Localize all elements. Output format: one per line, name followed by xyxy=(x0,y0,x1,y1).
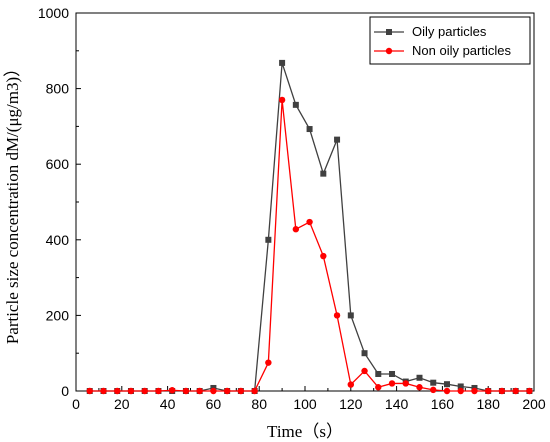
data-point-oily xyxy=(375,370,382,377)
data-point-non-oily xyxy=(498,387,506,395)
x-tick-label: 140 xyxy=(385,396,409,412)
data-point-oily xyxy=(361,350,368,357)
data-point-non-oily xyxy=(333,312,341,319)
data-point-non-oily xyxy=(388,380,396,387)
data-point-non-oily xyxy=(182,387,190,395)
x-tick-label: 40 xyxy=(160,396,176,412)
data-point-non-oily xyxy=(278,96,286,104)
data-point-non-oily xyxy=(526,387,533,395)
data-point-non-oily xyxy=(347,381,354,388)
y-axis-title: Particle size concentration dM/(μg/m3)） xyxy=(3,60,22,344)
legend: Oily particles Non oily particles xyxy=(369,16,531,65)
data-point-non-oily xyxy=(251,387,258,395)
y-tick-label: 400 xyxy=(46,232,70,248)
data-point-non-oily xyxy=(402,380,409,387)
data-point-non-oily xyxy=(141,387,148,395)
legend-entry-non-oily: Non oily particles xyxy=(374,43,511,58)
data-point-non-oily xyxy=(223,387,231,395)
data-point-non-oily xyxy=(430,386,437,394)
data-point-non-oily xyxy=(86,387,93,395)
plot-area-frame xyxy=(75,12,535,392)
legend-entry-oily: Oily particles xyxy=(374,24,487,39)
data-point-non-oily xyxy=(375,384,382,391)
y-tick-label: 600 xyxy=(46,156,70,172)
data-point-non-oily xyxy=(471,387,478,395)
legend-marker-non-oily xyxy=(385,47,393,55)
legend-marker-oily xyxy=(386,29,392,35)
data-point-non-oily xyxy=(237,387,245,395)
series-line-non-oily xyxy=(89,99,530,392)
y-tick-label: 0 xyxy=(61,383,69,399)
data-point-oily xyxy=(416,374,423,381)
x-tick-label: 0 xyxy=(72,396,80,412)
data-point-non-oily xyxy=(320,252,327,260)
data-point-non-oily xyxy=(457,387,464,395)
data-point-non-oily xyxy=(416,384,423,391)
x-tick-label: 20 xyxy=(114,396,130,412)
data-point-oily xyxy=(320,170,327,177)
data-point-non-oily xyxy=(127,387,135,395)
x-tick-label: 180 xyxy=(477,396,501,412)
data-point-non-oily xyxy=(155,387,162,395)
data-point-non-oily xyxy=(512,387,519,395)
x-tick-label: 200 xyxy=(522,396,546,412)
x-tick-label: 80 xyxy=(251,396,267,412)
data-point-non-oily xyxy=(196,387,203,395)
data-point-oily xyxy=(457,383,464,390)
data-point-non-oily xyxy=(265,359,272,366)
data-point-non-oily xyxy=(443,387,451,395)
data-point-oily xyxy=(334,136,341,143)
data-point-non-oily xyxy=(361,367,368,375)
data-point-non-oily xyxy=(168,387,176,394)
legend-label-non-oily: Non oily particles xyxy=(412,43,511,58)
series-line-oily xyxy=(89,62,530,392)
data-point-oily xyxy=(265,236,272,243)
x-tick-label: 120 xyxy=(339,396,363,412)
legend-box xyxy=(369,16,531,65)
y-tick-label: 800 xyxy=(46,81,70,97)
data-point-oily xyxy=(306,126,313,133)
data-point-non-oily xyxy=(292,226,300,233)
x-tick-label: 100 xyxy=(293,396,317,412)
y-tick-label: 1000 xyxy=(38,5,69,21)
data-point-oily xyxy=(443,381,450,388)
data-point-non-oily xyxy=(114,387,121,395)
data-point-non-oily xyxy=(100,387,107,395)
x-tick-label: 60 xyxy=(206,396,222,412)
legend-label-oily: Oily particles xyxy=(412,24,487,39)
data-point-oily xyxy=(347,312,354,319)
x-tick-label: 160 xyxy=(431,396,455,412)
data-point-oily xyxy=(430,379,437,386)
data-point-non-oily xyxy=(485,387,492,395)
y-tick-label: 200 xyxy=(46,307,70,323)
data-point-oily xyxy=(292,101,299,108)
data-point-oily xyxy=(389,370,396,377)
data-point-non-oily xyxy=(210,387,217,395)
x-axis-title: Time（s） xyxy=(267,422,343,441)
data-point-non-oily xyxy=(306,218,313,226)
data-point-oily xyxy=(279,59,286,66)
